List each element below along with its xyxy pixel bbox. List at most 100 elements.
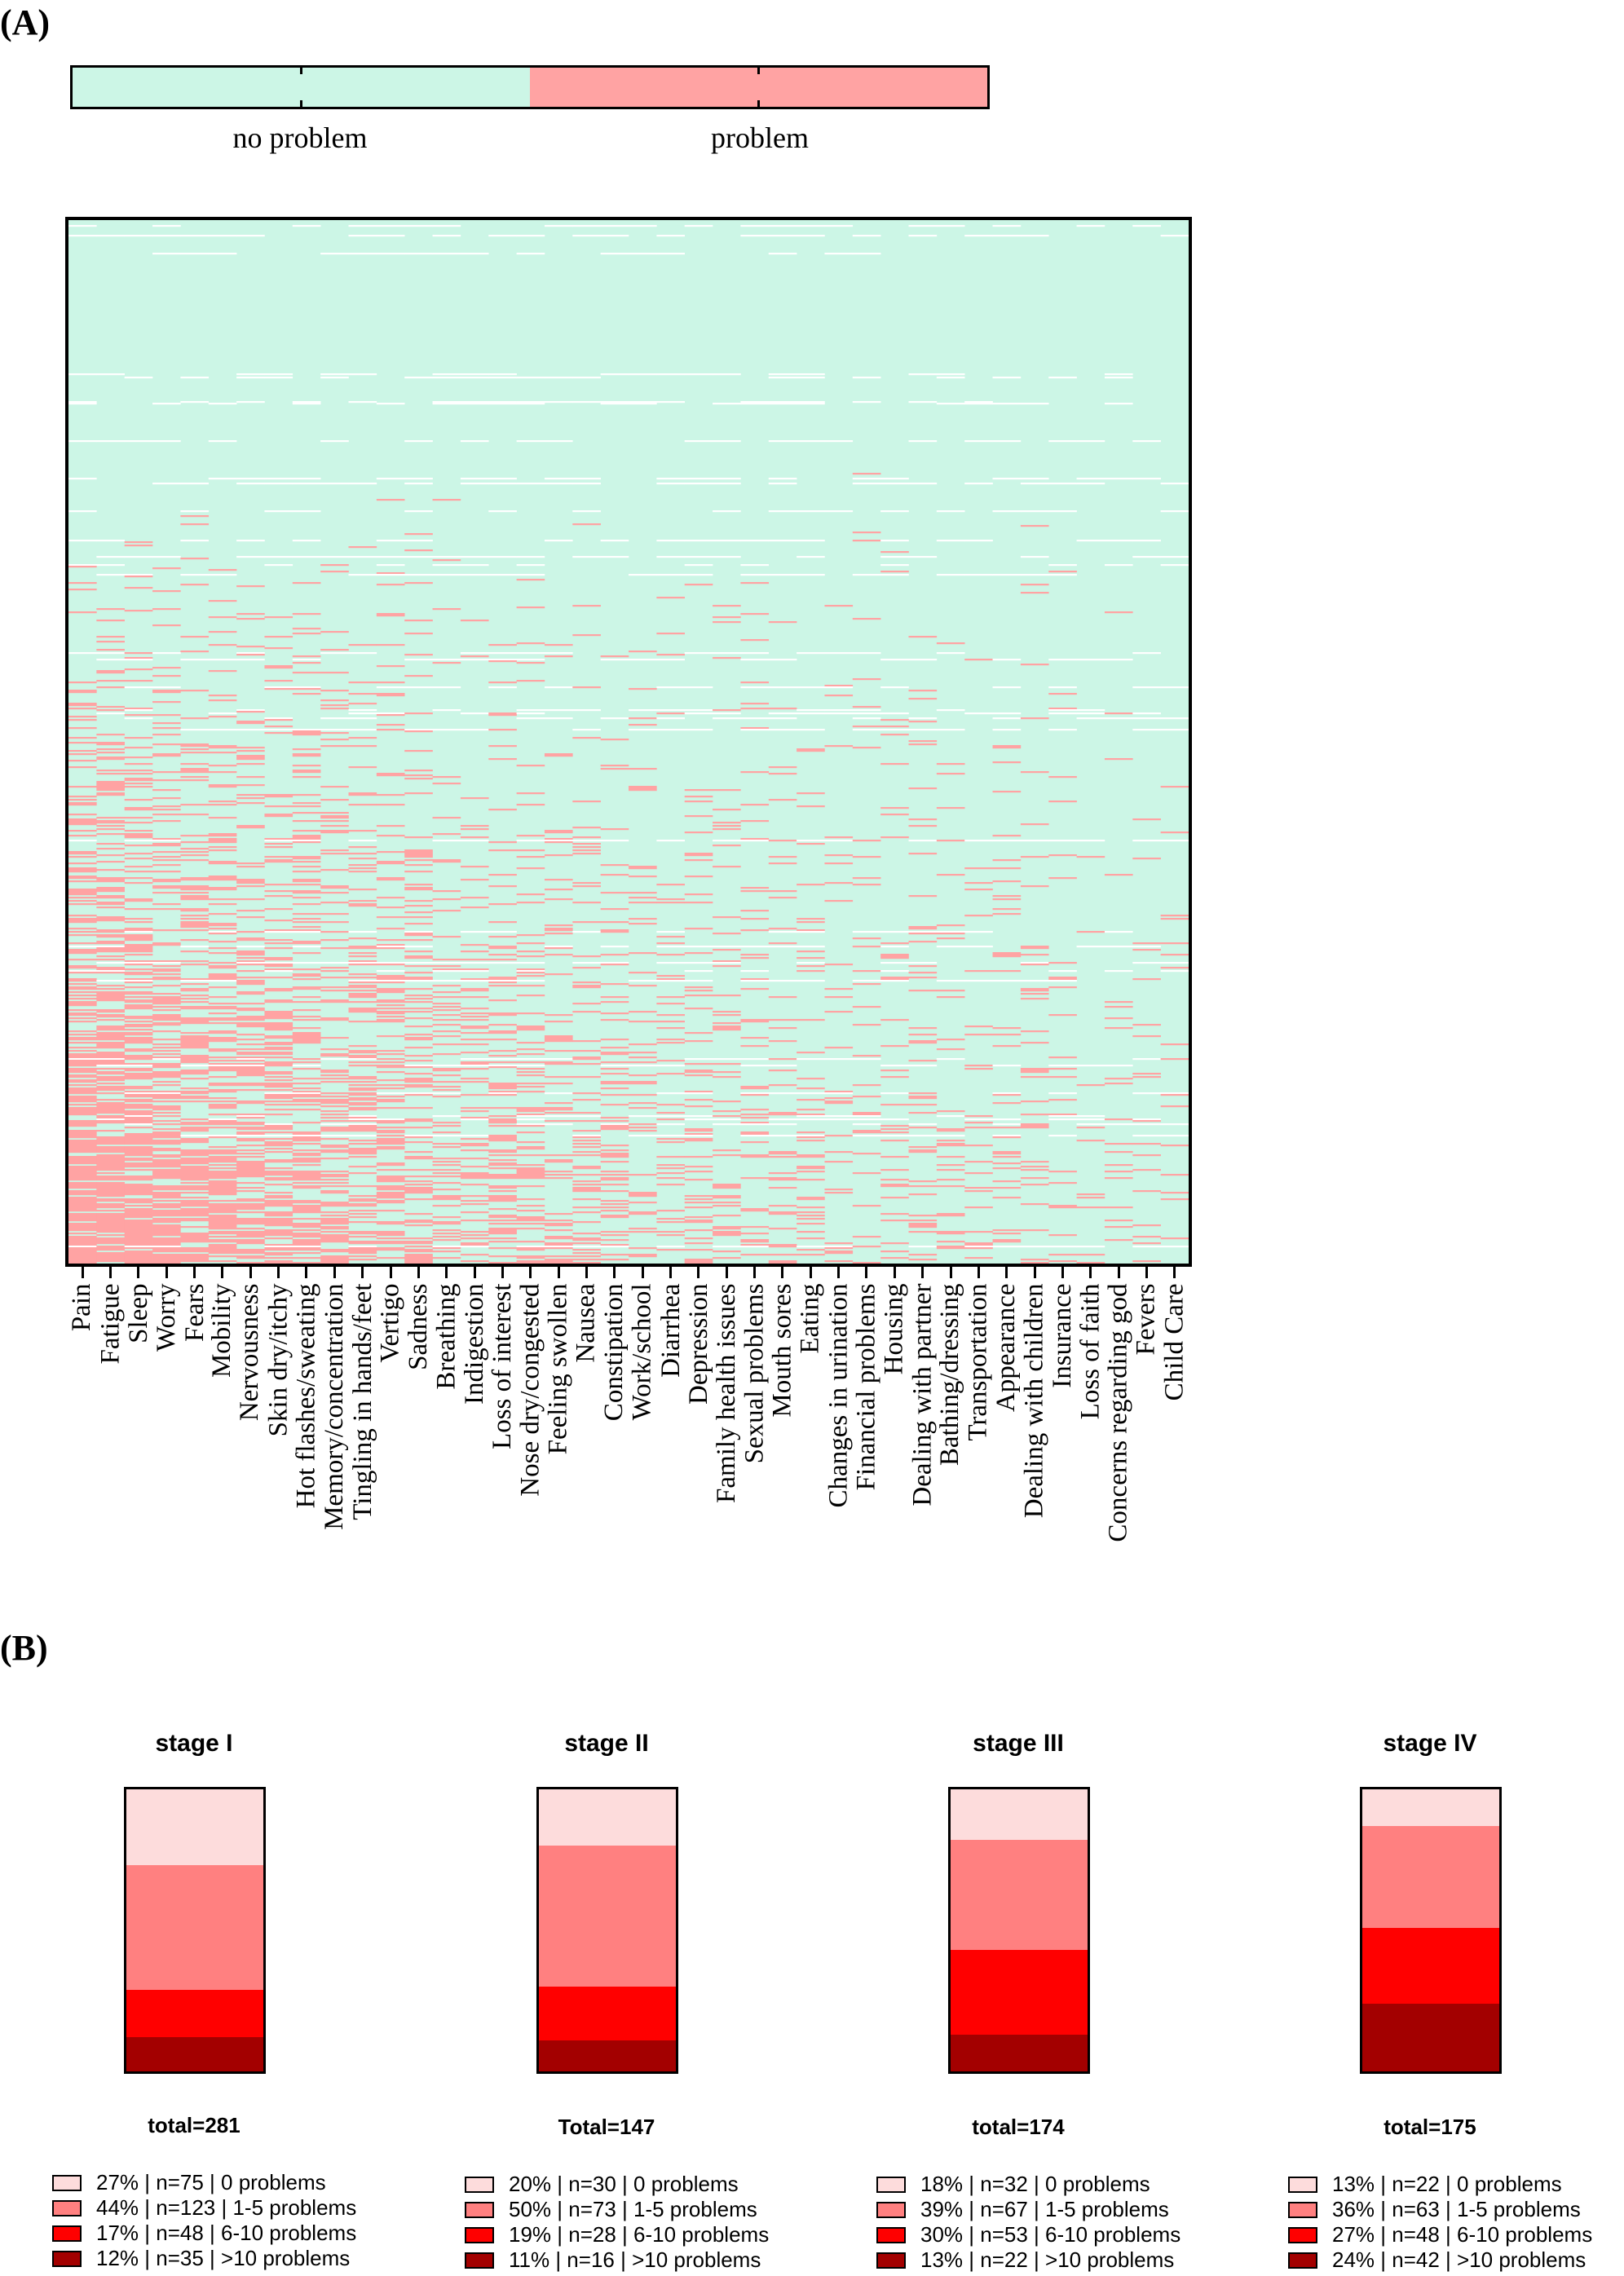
- heatmap-cell-missing: [656, 253, 685, 255]
- heatmap-cell-problem: [992, 895, 1022, 898]
- heatmap-cell-problem: [236, 879, 265, 881]
- heatmap-cell-missing: [1160, 686, 1189, 689]
- heatmap-cell-problem: [936, 874, 965, 876]
- heatmap-cell-missing: [629, 574, 657, 576]
- heatmap-cell-problem: [684, 1202, 713, 1204]
- heatmap-cell-problem: [180, 1006, 210, 1008]
- heatmap-cell-problem: [488, 660, 517, 663]
- heatmap-cell-problem: [124, 877, 153, 880]
- heatmap-cell-problem: [376, 990, 405, 992]
- heatmap-cell-problem: [992, 898, 1022, 901]
- heatmap-cell-problem: [292, 1061, 321, 1064]
- heatmap-cell-problem: [880, 1045, 909, 1048]
- heatmap-cell-problem: [208, 1228, 237, 1230]
- heatmap-cell-problem: [264, 636, 293, 638]
- heatmap-cell-problem: [376, 944, 405, 946]
- heatmap-cell-problem: [629, 1228, 657, 1230]
- heatmap-cell-missing: [656, 1065, 685, 1067]
- heatmap-cell-problem: [292, 1185, 321, 1188]
- heatmap-cell-problem: [516, 1086, 545, 1088]
- heatmap-cell-problem: [572, 1058, 601, 1061]
- heatmap-cell-problem: [236, 862, 265, 865]
- heatmap-cell-problem: [516, 1218, 545, 1220]
- heatmap-cell-problem: [96, 649, 125, 651]
- heatmap-cell-problem: [96, 1221, 125, 1224]
- heatmap-cell-problem: [96, 897, 125, 899]
- heatmap-cell-problem: [656, 936, 685, 938]
- heatmap-cell-problem: [180, 895, 210, 898]
- legend-item: 19% | n=28 | 6-10 problems: [465, 2222, 769, 2247]
- heatmap-cell-missing: [124, 1092, 153, 1095]
- heatmap-cell-problem: [432, 991, 461, 994]
- heatmap-cell-problem: [124, 1244, 153, 1246]
- heatmap-cell-problem: [152, 1189, 181, 1191]
- heatmap-x-tick: [1089, 1267, 1092, 1278]
- heatmap-cell-missing: [880, 712, 909, 715]
- heatmap-cell-missing: [68, 540, 97, 542]
- heatmap-x-label: Memory/concentration: [320, 1283, 350, 1530]
- heatmap-cell-problem: [460, 990, 489, 992]
- heatmap-cell-problem: [68, 1091, 97, 1093]
- heatmap-cell-problem: [713, 960, 741, 963]
- heatmap-cell-problem: [152, 1053, 181, 1056]
- heatmap-cell-problem: [572, 1151, 601, 1153]
- heatmap-cell-problem: [124, 1104, 153, 1106]
- heatmap-cell-missing: [740, 970, 770, 973]
- heatmap-cell-problem: [908, 1215, 938, 1217]
- heatmap-cell-problem: [629, 1192, 657, 1194]
- heatmap-cell-problem: [600, 1259, 629, 1261]
- heatmap-cell-problem: [629, 952, 657, 955]
- heatmap-cell-problem: [880, 954, 909, 956]
- heatmap-cell-missing: [516, 709, 545, 712]
- heatmap-cell-problem: [544, 1120, 573, 1123]
- heatmap-cell-missing: [964, 235, 993, 237]
- heatmap-cell-problem: [292, 1211, 321, 1214]
- heatmap-cell-problem: [68, 942, 97, 945]
- heatmap-cell-problem: [208, 1012, 237, 1015]
- heatmap-cell-problem: [348, 903, 377, 906]
- heatmap-cell-problem: [740, 978, 770, 981]
- heatmap-cell-missing: [96, 1058, 125, 1061]
- heatmap-cell-problem: [320, 1081, 349, 1083]
- heatmap-cell-problem: [152, 1211, 181, 1214]
- heatmap-cell-problem: [124, 830, 153, 832]
- heatmap-cell-missing: [824, 253, 854, 255]
- heatmap-cell-missing: [264, 686, 293, 689]
- heatmap-cell-missing: [908, 1123, 938, 1126]
- heatmap-cell-problem: [96, 1184, 125, 1186]
- heatmap-cell-problem: [572, 1136, 601, 1139]
- heatmap-cell-problem: [488, 1228, 517, 1230]
- heatmap-cell-problem: [68, 1241, 97, 1243]
- heatmap-cell-problem: [936, 1048, 965, 1051]
- heatmap-cell-problem: [908, 743, 938, 746]
- heatmap-cell-problem: [292, 1078, 321, 1080]
- heatmap-cell-problem: [544, 1223, 573, 1225]
- heatmap-cell-problem: [629, 1056, 657, 1059]
- heatmap-cell-problem: [208, 801, 237, 803]
- heatmap-cell-problem: [208, 846, 237, 849]
- heatmap-cell-problem: [96, 916, 125, 919]
- heatmap-cell-missing: [992, 478, 1022, 480]
- heatmap-cell-missing: [264, 510, 293, 513]
- heatmap-cell-problem: [236, 1255, 265, 1258]
- heatmap-cell-problem: [1048, 1014, 1077, 1017]
- heatmap-cell-problem: [236, 1257, 265, 1259]
- heatmap-cell-problem: [320, 1128, 349, 1131]
- heatmap-cell-problem: [852, 1262, 881, 1264]
- heatmap-cell-problem: [152, 838, 181, 840]
- heatmap-cell-problem: [320, 913, 349, 915]
- stage-bar-segment: [951, 1840, 1088, 1951]
- heatmap-cell-problem: [460, 1172, 489, 1175]
- heatmap-cell-problem: [740, 1208, 770, 1211]
- heatmap-cell-missing: [264, 1246, 293, 1248]
- heatmap-cell-problem: [180, 690, 210, 692]
- heatmap-cell-problem: [180, 951, 210, 953]
- heatmap-cell-problem: [432, 1096, 461, 1098]
- heatmap-cell-problem: [768, 1172, 797, 1175]
- heatmap-cell-problem: [1104, 1206, 1133, 1209]
- heatmap-cell-problem: [348, 1151, 377, 1153]
- heatmap-cell-problem: [264, 1042, 293, 1044]
- heatmap-cell-problem: [656, 1138, 685, 1140]
- heatmap-cell-problem: [992, 955, 1022, 958]
- heatmap-cell-problem: [852, 877, 881, 880]
